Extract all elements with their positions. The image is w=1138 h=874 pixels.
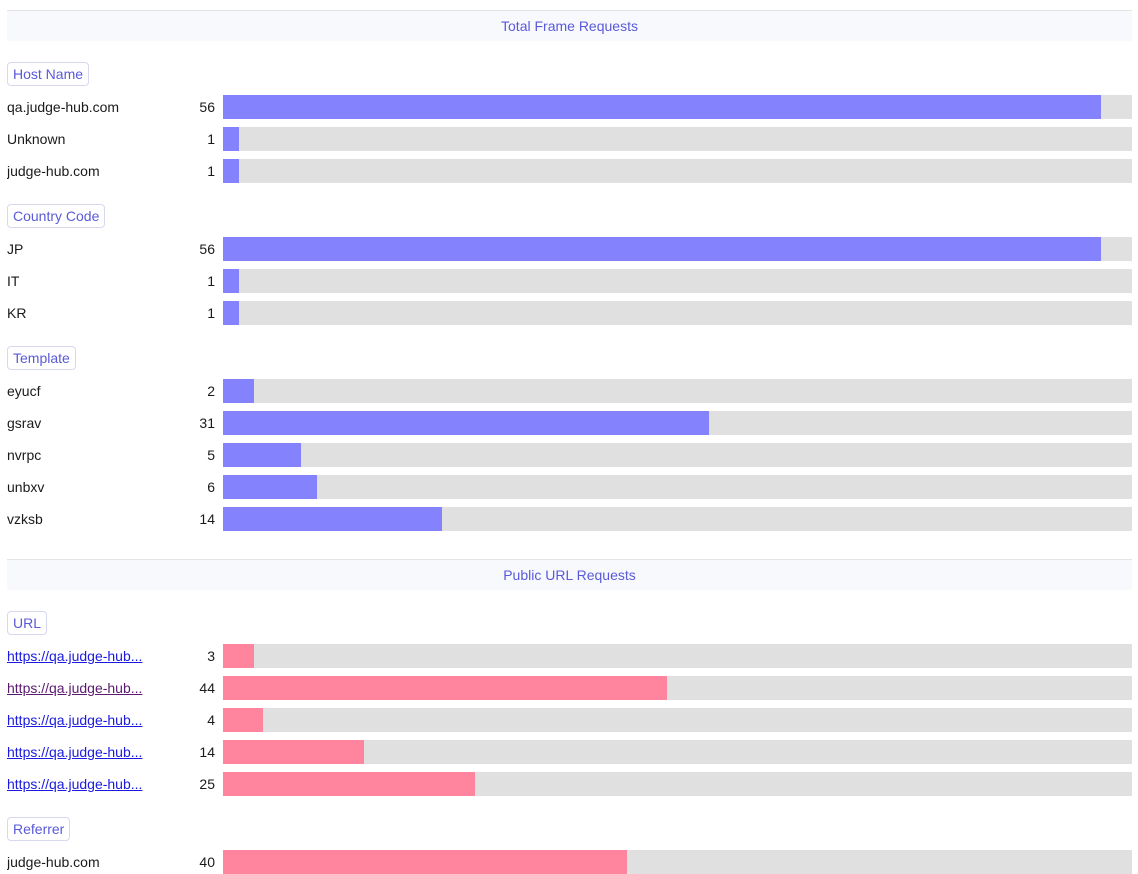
group-label-country-code: Country Code: [7, 204, 106, 228]
row-count: 3: [207, 648, 215, 664]
host-name-row: Unknown 1: [7, 127, 1132, 151]
bar-track: [223, 301, 1132, 325]
row-count: 1: [207, 305, 215, 321]
url-link[interactable]: https://qa.judge-hub...: [7, 680, 143, 696]
group-label-template: Template: [7, 346, 76, 370]
url-row: https://qa.judge-hub... 44: [7, 676, 1132, 700]
bar-track: [223, 507, 1132, 531]
row-label: JP: [7, 241, 24, 257]
template-row: gsrav 31: [7, 411, 1132, 435]
row-count: 1: [207, 273, 215, 289]
bar-fill: [223, 708, 264, 732]
bar-fill: [223, 443, 302, 467]
row-label: gsrav: [7, 415, 42, 431]
url-row: https://qa.judge-hub... 14: [7, 740, 1132, 764]
row-count: 31: [199, 415, 215, 431]
url-row: https://qa.judge-hub... 3: [7, 644, 1132, 668]
bar-track: [223, 159, 1132, 183]
row-label: judge-hub.com: [7, 854, 100, 870]
row-label: nvrpc: [7, 447, 42, 463]
section-header-public-url-requests: Public URL Requests: [7, 559, 1132, 590]
group-label-host-name: Host Name: [7, 62, 90, 86]
template-row: nvrpc 5: [7, 443, 1132, 467]
section-header-frame-requests: Total Frame Requests: [7, 10, 1132, 41]
row-label: eyucf: [7, 383, 41, 399]
row-count: 40: [199, 854, 215, 870]
bar-track: [223, 772, 1132, 796]
row-label: KR: [7, 305, 27, 321]
host-name-row: qa.judge-hub.com 56: [7, 95, 1132, 119]
bar-track: [223, 644, 1132, 668]
row-count: 1: [207, 163, 215, 179]
url-row: https://qa.judge-hub... 4: [7, 708, 1132, 732]
url-link[interactable]: https://qa.judge-hub...: [7, 648, 143, 664]
row-count: 14: [199, 744, 215, 760]
bar-fill: [223, 740, 365, 764]
bar-fill: [223, 507, 443, 531]
row-count: 5: [207, 447, 215, 463]
url-link[interactable]: https://qa.judge-hub...: [7, 744, 143, 760]
row-label: unbxv: [7, 479, 45, 495]
bar-track: [223, 443, 1132, 467]
bar-track: [223, 237, 1132, 261]
bar-track: [223, 379, 1132, 403]
url-link[interactable]: https://qa.judge-hub...: [7, 776, 143, 792]
bar-fill: [223, 644, 254, 668]
bar-fill: [223, 127, 239, 151]
row-label: IT: [7, 273, 20, 289]
country-code-row: IT 1: [7, 269, 1132, 293]
row-count: 6: [207, 479, 215, 495]
bar-track: [223, 676, 1132, 700]
group-label-referrer: Referrer: [7, 817, 71, 841]
row-label: judge-hub.com: [7, 163, 100, 179]
referrer-row: judge-hub.com 40: [7, 850, 1132, 874]
row-count: 4: [207, 712, 215, 728]
bar-fill: [223, 411, 709, 435]
template-row: unbxv 6: [7, 475, 1132, 499]
bar-track: [223, 269, 1132, 293]
template-row: vzksb 14: [7, 507, 1132, 531]
bar-track: [223, 475, 1132, 499]
country-code-row: KR 1: [7, 301, 1132, 325]
bar-fill: [223, 379, 255, 403]
bar-track: [223, 127, 1132, 151]
country-code-row: JP 56: [7, 237, 1132, 261]
bar-track: [223, 850, 1132, 874]
bar-fill: [223, 676, 668, 700]
bar-fill: [223, 772, 475, 796]
row-count: 44: [199, 680, 215, 696]
row-count: 56: [199, 99, 215, 115]
bar-fill: [223, 159, 239, 183]
bar-fill: [223, 269, 239, 293]
row-label: qa.judge-hub.com: [7, 99, 120, 115]
template-row: eyucf 2: [7, 379, 1132, 403]
bar-fill: [223, 237, 1102, 261]
row-count: 1: [207, 131, 215, 147]
row-count: 14: [199, 511, 215, 527]
bar-track: [223, 411, 1132, 435]
bar-fill: [223, 95, 1102, 119]
url-link[interactable]: https://qa.judge-hub...: [7, 712, 143, 728]
bar-track: [223, 95, 1132, 119]
bar-track: [223, 708, 1132, 732]
bar-fill: [223, 301, 239, 325]
host-name-row: judge-hub.com 1: [7, 159, 1132, 183]
bar-fill: [223, 475, 317, 499]
row-count: 25: [199, 776, 215, 792]
row-label: Unknown: [7, 131, 66, 147]
row-count: 2: [207, 383, 215, 399]
bar-track: [223, 740, 1132, 764]
group-label-url: URL: [7, 611, 48, 635]
row-label: vzksb: [7, 511, 43, 527]
row-count: 56: [199, 241, 215, 257]
url-row: https://qa.judge-hub... 25: [7, 772, 1132, 796]
bar-fill: [223, 850, 627, 874]
